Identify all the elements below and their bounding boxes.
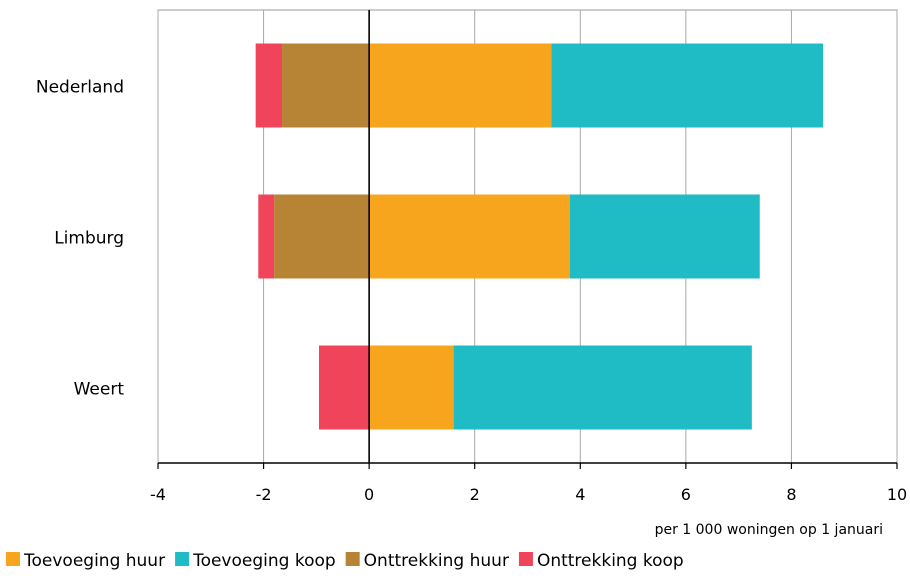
x-tick-label: 4 [575, 485, 585, 504]
bar-toevoeging-koop-limburg [569, 194, 760, 279]
x-tick-label: 0 [364, 485, 374, 504]
bar-toevoeging-huur-weert [369, 345, 454, 430]
x-tick-label: 2 [470, 485, 480, 504]
bar-onttrekking-koop-nederland [255, 43, 283, 128]
bar-onttrekking-huur-limburg [274, 194, 370, 279]
bar-toevoeging-huur-limburg [369, 194, 570, 279]
legend: Toevoeging huur Toevoeging koop Onttrekkin… [6, 551, 684, 571]
x-tick-label: 8 [786, 485, 796, 504]
legend-label: Toevoeging huur [23, 551, 165, 571]
x-axis-label: per 1 000 woningen op 1 januari [655, 522, 883, 538]
legend-swatch [518, 552, 533, 566]
legend-label: Onttrekking huur [364, 551, 509, 571]
bar-toevoeging-koop-nederland [551, 43, 824, 128]
x-tick-label: 10 [887, 485, 907, 504]
bar-onttrekking-huur-nederland [282, 43, 370, 128]
x-tick-label: -2 [256, 485, 272, 504]
bar-toevoeging-huur-nederland [369, 43, 552, 128]
bars [255, 43, 824, 430]
x-tick-label: -4 [150, 485, 166, 504]
labels: Nederland Limburg Weert -4 -2 0 2 4 6 8 10 per 1 00… [36, 78, 907, 539]
category-label: Weert [74, 380, 125, 400]
category-label: Limburg [54, 229, 124, 249]
bar-onttrekking-koop-limburg [258, 194, 275, 279]
legend-label: Onttrekking koop [537, 551, 684, 571]
axes [157, 10, 898, 469]
legend-label: Toevoeging koop [192, 551, 336, 571]
category-label: Nederland [36, 78, 124, 98]
legend-swatch [6, 552, 20, 566]
legend-swatch [345, 552, 360, 566]
bar-onttrekking-koop-weert [318, 345, 370, 430]
legend-swatch [175, 552, 190, 566]
bar-toevoeging-koop-weert [453, 345, 752, 430]
x-tick-label: 6 [681, 485, 691, 504]
